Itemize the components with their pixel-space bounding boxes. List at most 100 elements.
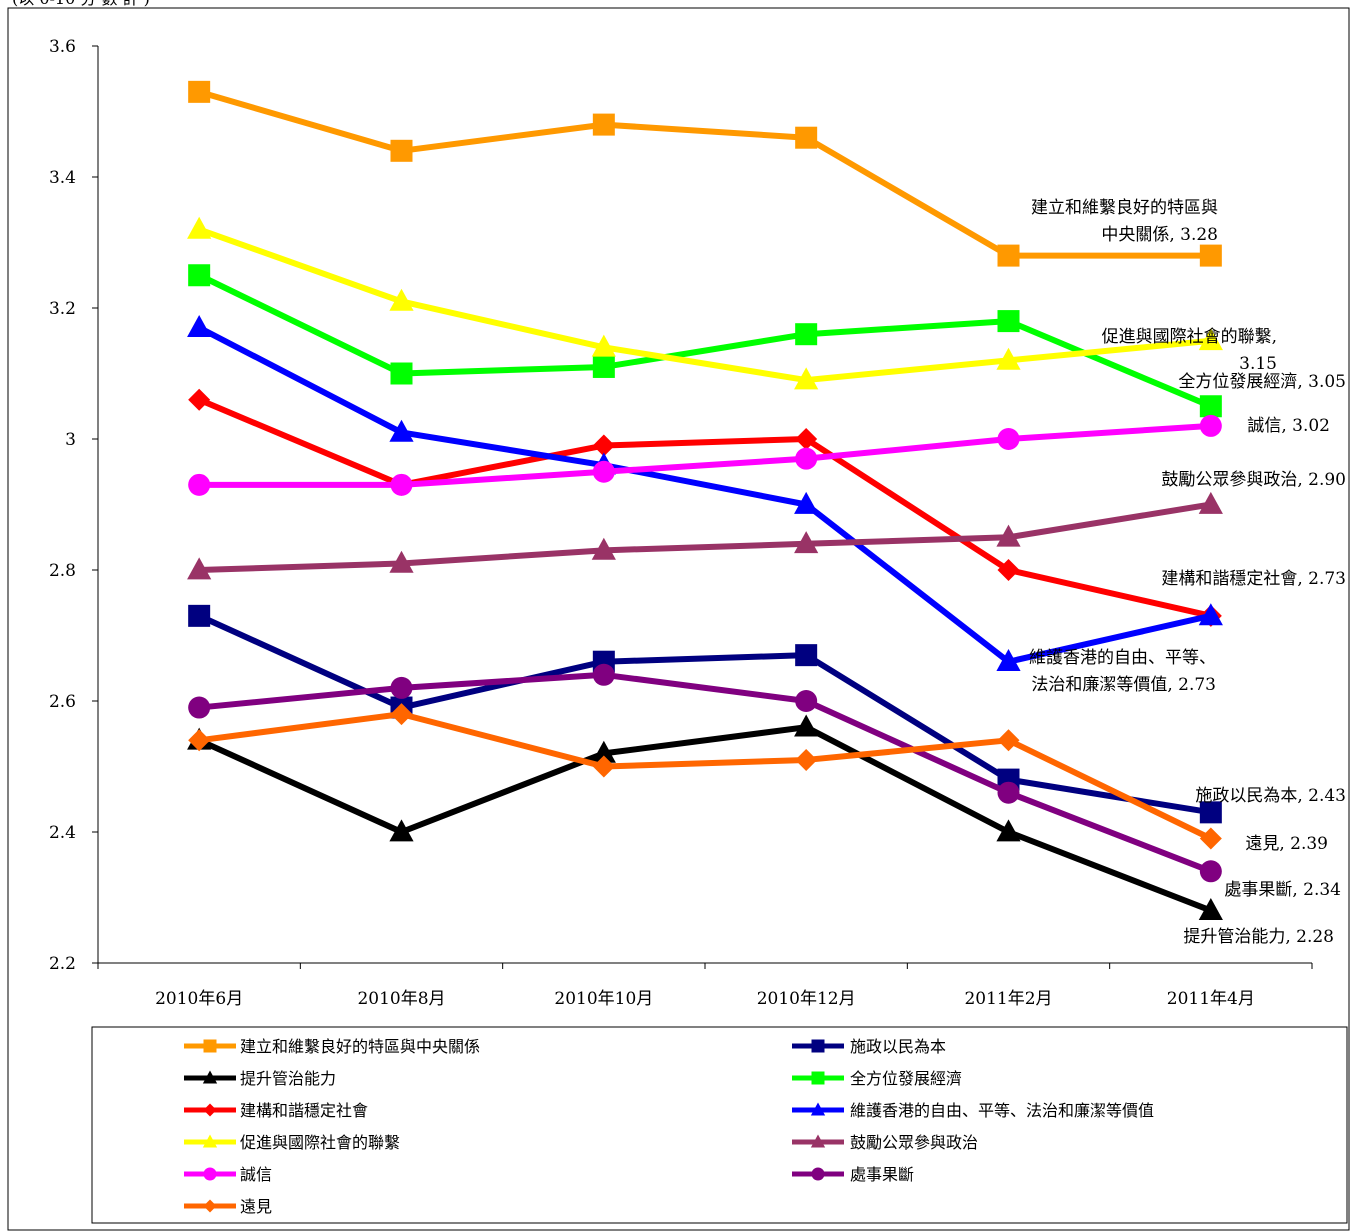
data-point — [997, 729, 1020, 752]
x-tick-label: 2011年2月 — [964, 989, 1052, 1009]
data-label: 全方位發展經濟, 3.05 — [1178, 372, 1346, 392]
series — [188, 414, 1222, 496]
legend-label: 遠見 — [240, 1197, 272, 1216]
axes: 2.2 2.4 2.6 2.8 3 3.2 3.4 3.6 2010年6月 2010年8月 2010… — [49, 37, 1313, 1009]
x-tick-label: 2010年6月 — [155, 989, 243, 1009]
data-label-line: 建立和維繫良好的特區與 — [1031, 198, 1218, 218]
data-label-line: 建構和諧穩定社會, 2.73 — [1161, 569, 1346, 589]
data-point — [591, 334, 616, 357]
data-point — [188, 473, 211, 496]
data-label-line: 提升管治能力, 2.28 — [1183, 927, 1334, 947]
data-point — [389, 550, 414, 573]
data-label: 維護香港的自由、平等、法治和廉潔等價值, 2.73 — [1029, 648, 1216, 695]
legend-swatch-marker — [810, 1102, 826, 1116]
data-label-line: 誠信, 3.02 — [1247, 416, 1330, 436]
y-tick-label: 3 — [65, 430, 76, 450]
x-tick-label: 2010年10月 — [554, 989, 653, 1009]
data-point — [794, 367, 819, 390]
data-point — [188, 388, 211, 411]
data-point — [795, 428, 818, 450]
series-line — [198, 226, 1212, 384]
legend-item: 處事果斷 — [792, 1165, 914, 1184]
data-point — [1199, 801, 1222, 824]
data-point — [591, 537, 616, 560]
y-tick-label: 2.8 — [49, 561, 76, 581]
data-point — [591, 740, 616, 763]
end-labels: 建立和維繫良好的特區與中央關係, 3.28 施政以民為本, 2.43 提升管治能力,… — [1029, 198, 1346, 947]
data-point — [592, 663, 615, 686]
data-point — [1199, 827, 1222, 850]
data-label: 建構和諧穩定社會, 2.73 — [1161, 569, 1346, 589]
data-point — [389, 419, 414, 442]
data-point — [188, 729, 211, 752]
series — [187, 714, 1223, 920]
data-point — [187, 216, 212, 239]
legend-item: 促進與國際社會的聯繫 — [184, 1133, 400, 1152]
x-tick-label: 2010年12月 — [757, 989, 856, 1009]
legend-label: 處事果斷 — [850, 1165, 914, 1184]
data-label: 建立和維繫良好的特區與中央關係, 3.28 — [1031, 198, 1218, 245]
data-point — [389, 288, 414, 311]
data-point — [389, 819, 414, 842]
data-point — [390, 139, 413, 162]
series — [188, 264, 1222, 418]
legend-swatch-marker — [203, 1167, 217, 1181]
series — [188, 80, 1222, 267]
data-point — [795, 690, 818, 712]
data-label: 鼓勵公眾參與政治, 2.90 — [1161, 470, 1346, 490]
legend-label: 促進與國際社會的聯繫 — [240, 1133, 400, 1152]
data-point — [1199, 395, 1222, 418]
data-point — [996, 524, 1021, 547]
legend-item: 維護香港的自由、平等、法治和廉潔等價值 — [792, 1101, 1154, 1120]
legend-swatch-marker — [203, 1103, 217, 1117]
series-line — [197, 724, 1212, 914]
series-line — [198, 88, 1211, 259]
data-label-line: 處事果斷, 2.34 — [1224, 880, 1341, 900]
data-point — [188, 696, 211, 719]
data-point — [794, 531, 819, 554]
legend-item: 施政以民為本 — [792, 1037, 946, 1056]
data-point — [996, 347, 1021, 370]
data-point — [996, 649, 1021, 672]
data-point — [1199, 244, 1222, 267]
y-tick-label: 2.4 — [49, 823, 76, 843]
data-point — [187, 557, 212, 580]
data-point — [997, 781, 1020, 804]
data-point — [997, 428, 1020, 450]
data-point — [794, 714, 819, 737]
data-point — [188, 80, 211, 103]
y-tick-label: 2.2 — [49, 954, 76, 974]
data-point — [592, 434, 615, 457]
data-label: 施政以民為本, 2.43 — [1195, 786, 1346, 806]
data-point — [592, 113, 615, 136]
legend-item: 提升管治能力 — [184, 1069, 336, 1088]
legend-swatch-marker — [203, 1199, 217, 1213]
legend-swatch-marker — [811, 1039, 825, 1053]
data-point — [592, 460, 615, 483]
series-line — [198, 711, 1213, 842]
series — [187, 491, 1223, 580]
data-point — [795, 126, 818, 149]
data-point — [1199, 860, 1222, 883]
legend-label: 建構和諧穩定社會 — [240, 1101, 368, 1120]
legend-swatch-marker — [811, 1071, 825, 1085]
data-label: 促進與國際社會的聯繫, 3.15 — [1102, 327, 1277, 374]
data-point — [795, 748, 818, 771]
series-line — [199, 422, 1212, 488]
legend-item: 鼓勵公眾參與政治 — [792, 1133, 978, 1152]
legend-item: 建構和諧穩定社會 — [184, 1101, 368, 1120]
legend-swatch-marker — [202, 1070, 218, 1084]
legend-swatch-marker — [203, 1039, 217, 1053]
data-label-line: 中央關係, 3.28 — [1101, 225, 1218, 245]
legend-item: 全方位發展經濟 — [792, 1069, 962, 1088]
data-point — [592, 755, 615, 778]
data-point — [1198, 603, 1223, 626]
data-point — [997, 559, 1020, 581]
series-layer — [187, 80, 1223, 920]
legend-label: 鼓勵公眾參與政治 — [850, 1133, 978, 1152]
data-label: 提升管治能力, 2.28 — [1183, 927, 1334, 947]
legend-item: 建立和維繫良好的特區與中央關係 — [184, 1037, 480, 1056]
